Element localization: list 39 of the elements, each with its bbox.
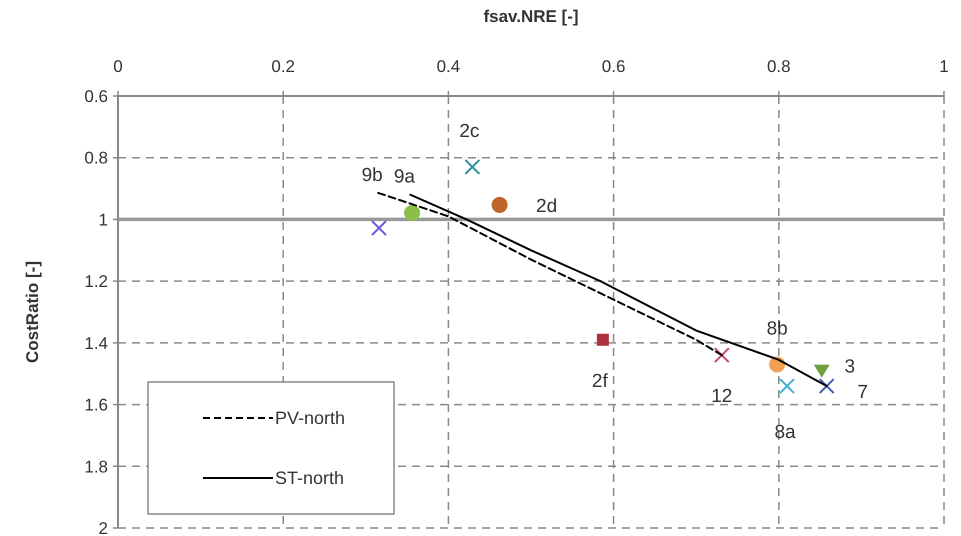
series-label: 3: [844, 356, 856, 378]
series-label: 2f: [592, 370, 608, 392]
x-tick-label: 1: [939, 57, 949, 76]
x-tick-label: 0.2: [271, 57, 296, 76]
point: [492, 196, 508, 213]
point: [779, 378, 796, 394]
point: [404, 204, 420, 221]
line-series: [409, 194, 828, 388]
y-tick-label: 1.4: [84, 334, 108, 353]
annotation: 9b: [362, 164, 383, 186]
x-tick-label: 0.8: [766, 57, 791, 76]
point: [596, 334, 609, 346]
series-label: 2c: [459, 120, 480, 142]
y-tick-label: 1.2: [84, 272, 108, 292]
y-tick-label: 1.6: [84, 396, 108, 415]
x-axis-title: fsav.NRE [-]: [483, 7, 579, 26]
y-axis-title: CostRatio [-]: [23, 261, 42, 363]
point: [371, 220, 388, 236]
series-label: 12: [711, 386, 732, 408]
y-tick-label: 1: [98, 210, 108, 230]
point: [714, 347, 730, 364]
legend-label: PV-north: [275, 408, 346, 428]
series-label: 8b: [766, 318, 788, 340]
x-tick-label: 0.4: [436, 57, 460, 76]
annotation: 9a: [394, 166, 416, 188]
point: [814, 364, 830, 378]
series-label: 2d: [536, 196, 558, 217]
y-tick-label: 1.8: [84, 457, 108, 476]
x-tick-label: 0: [113, 57, 123, 76]
y-tick-label: 0.8: [84, 148, 108, 168]
line-series: [377, 192, 723, 356]
series-label: 7: [857, 382, 868, 404]
y-tick-label: 2: [98, 519, 108, 536]
series-label: 8a: [774, 422, 796, 444]
legend-label: ST-north: [275, 468, 344, 488]
point: [464, 158, 480, 175]
x-tick-label: 0.6: [602, 57, 626, 76]
point: [818, 378, 835, 394]
y-tick-label: 0.6: [84, 87, 108, 106]
